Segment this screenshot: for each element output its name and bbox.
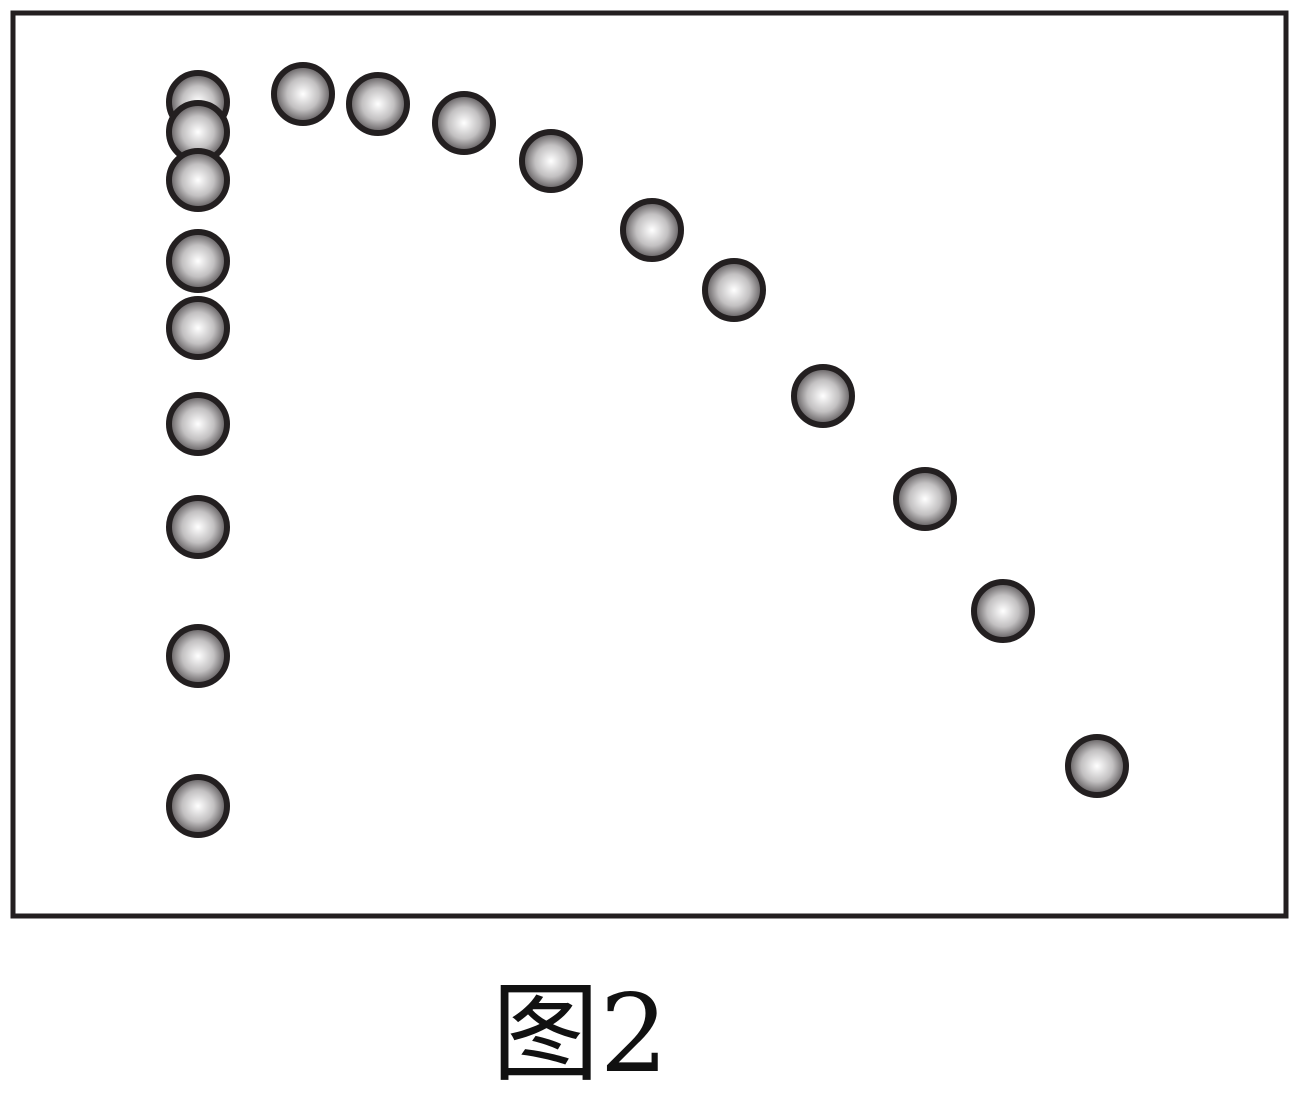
ball-12: [432, 91, 496, 155]
frame-border: [10, 10, 1289, 919]
ball-6: [166, 392, 230, 456]
ball-3: [166, 148, 230, 212]
figure-caption: 图2: [491, 972, 669, 1097]
ball-18: [971, 579, 1035, 643]
ball-10: [271, 62, 335, 126]
ball-17: [893, 467, 957, 531]
ball-15: [702, 258, 766, 322]
ball-14: [620, 198, 684, 262]
ball-16: [791, 364, 855, 428]
ball-5: [166, 296, 230, 360]
ball-19: [1065, 734, 1129, 798]
ball-11: [346, 72, 410, 136]
ball-4: [166, 229, 230, 293]
ball-7: [166, 495, 230, 559]
ball-group: [166, 62, 1129, 838]
ball-9: [166, 774, 230, 838]
ball-8: [166, 624, 230, 688]
ball-13: [519, 129, 583, 193]
